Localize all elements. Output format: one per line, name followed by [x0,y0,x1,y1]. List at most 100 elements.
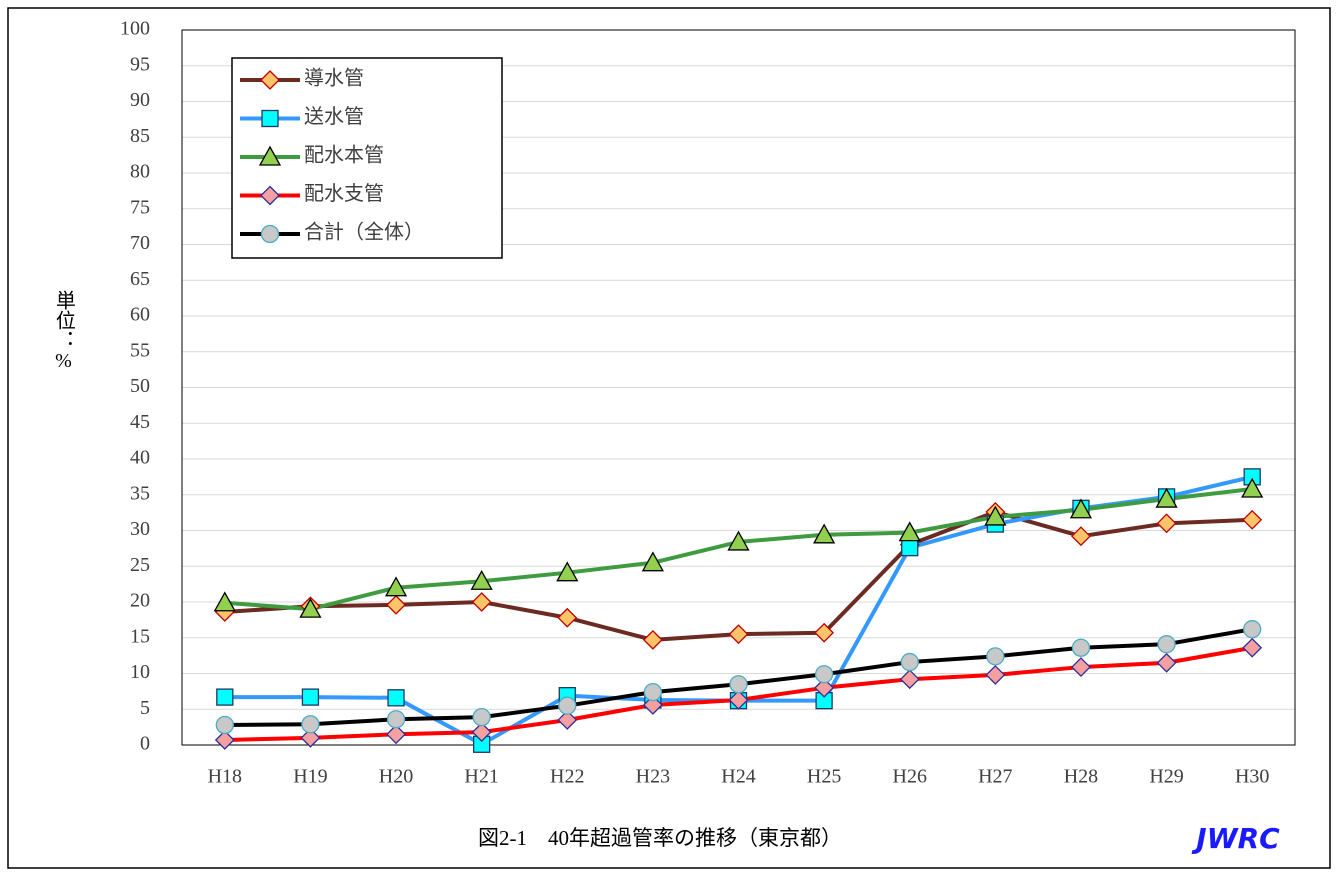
marker [728,624,749,645]
legend-label: 送水管 [304,105,364,128]
x-tick-label: H18 [208,766,242,788]
marker [471,722,492,743]
marker [384,576,408,597]
y-tick-label: 55 [130,339,150,361]
marker [1242,637,1263,658]
y-tick-label: 50 [130,375,150,397]
marker [261,109,279,128]
y-tick-label: 100 [120,18,150,40]
x-tick-label: H29 [1149,766,1183,788]
marker [643,682,663,702]
marker [642,629,663,650]
y-tick-label: 40 [130,447,150,469]
marker [813,523,836,544]
x-tick-label: H19 [293,766,327,788]
marker [260,224,280,244]
x-tick-label: H30 [1235,766,1269,788]
marker [301,715,320,734]
y-tick-label: 90 [130,89,150,111]
y-axis-label: 単位：% [52,290,75,372]
legend-label: 合計（全体） [304,221,424,244]
marker [729,675,748,694]
marker [556,561,579,582]
marker [386,594,406,615]
marker [386,724,406,745]
marker [258,145,282,166]
chart-title: 図2-1 40年超過管率の推移（東京都） [478,826,842,850]
marker [1157,635,1176,654]
marker [215,715,234,735]
marker [728,690,749,710]
x-tick-label: H24 [721,766,755,788]
marker [899,669,920,690]
marker [386,710,406,729]
marker [260,185,280,206]
x-tick-label: H28 [1064,766,1098,788]
x-tick-label: H20 [379,766,413,788]
marker [1156,513,1177,534]
x-tick-label: H21 [464,766,498,788]
marker [642,695,663,715]
legend-label: 配水本管 [304,144,384,167]
y-tick-label: 70 [130,232,150,254]
marker [214,730,235,750]
x-tick-label: H27 [978,766,1012,788]
marker [1156,652,1177,673]
marker [898,521,921,542]
marker [1071,526,1091,547]
y-tick-label: 25 [130,554,150,576]
x-tick-label: H22 [550,766,584,788]
y-tick-label: 95 [130,53,150,75]
x-tick-label: H23 [636,766,670,788]
marker [901,539,919,557]
marker [301,688,320,706]
marker [387,689,405,707]
marker [1242,509,1263,530]
marker [814,665,834,684]
marker [557,607,578,628]
marker [1071,638,1091,657]
y-tick-label: 75 [130,196,150,218]
y-tick-label: 35 [130,482,150,504]
y-tick-label: 30 [130,518,150,540]
legend-label: 導水管 [304,67,364,90]
marker [900,652,919,672]
marker [260,70,280,90]
legend-label: 配水支管 [304,182,384,205]
x-tick-label: H25 [807,766,841,788]
marker [814,622,835,643]
marker [641,551,664,572]
marker [1069,498,1093,519]
plot-frame [181,29,1296,746]
marker [557,710,578,730]
marker [470,569,493,590]
y-tick-label: 80 [130,161,150,183]
marker [300,727,321,748]
marker [1071,657,1091,677]
y-tick-label: 10 [130,661,150,683]
marker [558,696,577,715]
y-tick-label: 20 [130,590,150,612]
marker [1241,477,1264,498]
x-tick-label: H26 [893,766,927,788]
marker [216,688,234,706]
y-tick-label: 5 [140,697,150,719]
marker [984,505,1007,526]
logo: JWRC [1191,822,1280,855]
marker [1155,487,1178,508]
y-tick-label: 45 [130,411,150,433]
marker [985,665,1006,685]
marker [471,592,492,612]
marker [213,591,236,612]
y-tick-label: 60 [130,304,150,326]
marker [986,647,1005,666]
y-tick-label: 15 [130,625,150,647]
marker [299,597,322,618]
marker [472,707,491,727]
y-tick-label: 65 [130,268,150,290]
y-tick-label: 85 [130,125,150,147]
y-tick-label: 0 [140,733,150,755]
marker [814,677,835,698]
marker [1243,620,1262,639]
